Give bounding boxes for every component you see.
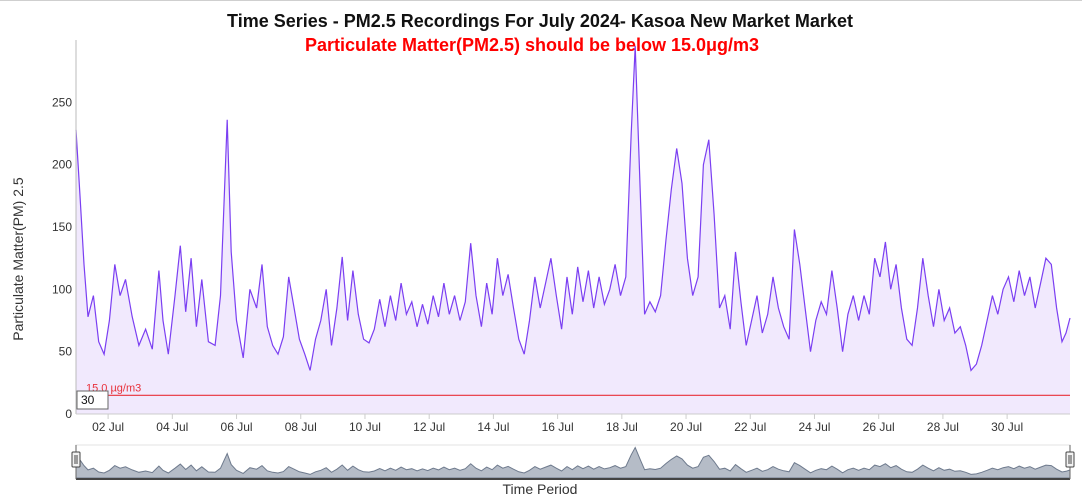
x-tick-label: 02 Jul [92, 420, 124, 434]
x-tick-label: 06 Jul [221, 420, 253, 434]
navigator-right-handle[interactable] [1065, 451, 1075, 468]
x-tick-label: 10 Jul [349, 420, 381, 434]
x-axis-ticks: 02 Jul 04 Jul 06 Jul 08 Jul 10 Jul 12 Jul 14 J… [92, 414, 1023, 434]
x-tick-label: 18 Jul [606, 420, 638, 434]
x-tick-label: 16 Jul [542, 420, 574, 434]
top-border-line [0, 0, 1082, 1]
y-tick-label: 250 [52, 95, 72, 109]
y-tick-label: 100 [52, 282, 72, 296]
x-tick-label: 28 Jul [927, 420, 959, 434]
x-tick-label: 22 Jul [734, 420, 766, 434]
series-area-fill [76, 46, 1070, 414]
x-axis-label: Time Period [503, 481, 578, 497]
y-axis-label: Particulate Matter(PM) 2.5 [10, 177, 26, 341]
y-value-badge-box [76, 390, 109, 410]
y-tick-label: 200 [52, 158, 72, 172]
chart-subtitle: Particulate Matter(PM2.5) should be belo… [305, 35, 759, 55]
y-value-badge-text: 30 [81, 393, 95, 407]
x-tick-label: 30 Jul [991, 420, 1023, 434]
x-tick-label: 24 Jul [798, 420, 830, 434]
navigator-mini-series [75, 446, 1071, 479]
plot-area[interactable]: 15.0 µg/m3 [75, 46, 1071, 414]
x-tick-label: 20 Jul [670, 420, 702, 434]
y-value-badge: 30 [76, 390, 109, 410]
y-tick-label: 150 [52, 220, 72, 234]
chart-title: Time Series - PM2.5 Recordings For July … [227, 11, 853, 31]
y-tick-label: 0 [65, 407, 72, 421]
x-tick-label: 12 Jul [413, 420, 445, 434]
range-navigator[interactable] [71, 444, 1075, 480]
y-tick-label: 50 [59, 345, 73, 359]
navigator-left-handle[interactable] [71, 451, 81, 468]
x-tick-label: 04 Jul [156, 420, 188, 434]
y-axis-ticks: 0 50 100 150 200 250 [52, 95, 72, 421]
x-tick-label: 14 Jul [477, 420, 509, 434]
x-tick-label: 08 Jul [285, 420, 317, 434]
series-line [75, 46, 1071, 372]
x-tick-label: 26 Jul [863, 420, 895, 434]
